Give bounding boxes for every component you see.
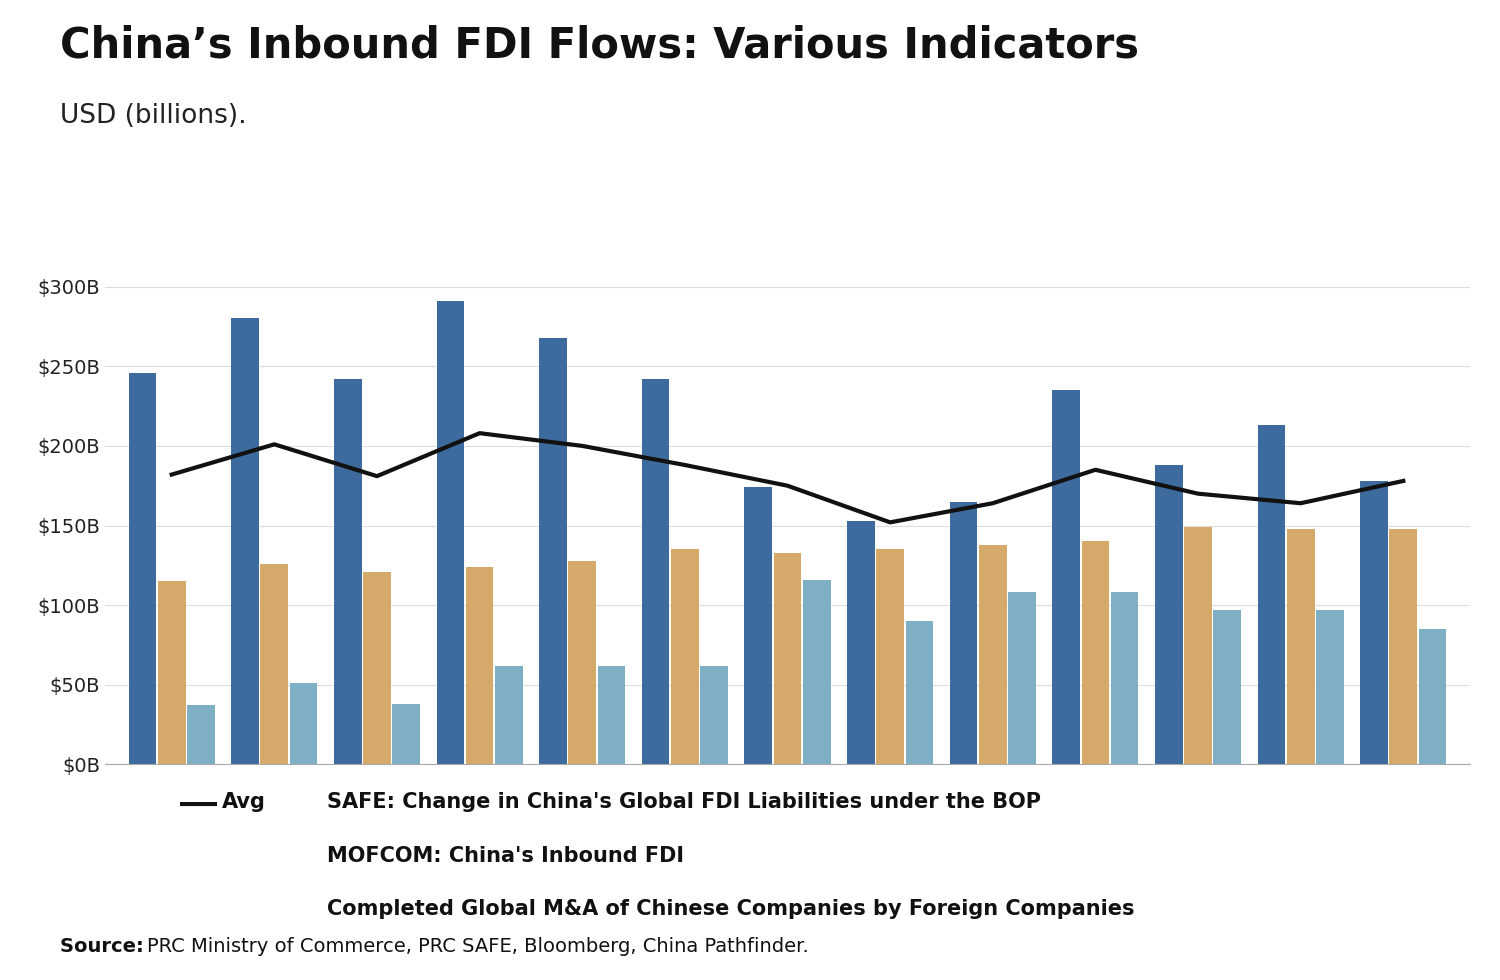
Text: China’s Inbound FDI Flows: Various Indicators: China’s Inbound FDI Flows: Various Indic…	[60, 24, 1138, 67]
Text: USD (billions).: USD (billions).	[60, 103, 246, 129]
Bar	[1287, 529, 1314, 764]
Bar	[847, 520, 874, 764]
Bar	[129, 372, 156, 764]
Bar	[1112, 592, 1138, 764]
Bar	[1053, 390, 1080, 764]
Bar	[1316, 610, 1344, 764]
Bar	[642, 379, 669, 764]
Bar	[334, 379, 362, 764]
Bar	[1419, 629, 1446, 764]
Bar	[393, 704, 420, 764]
Text: Completed Global M&A of Chinese Companies by Foreign Companies: Completed Global M&A of Chinese Companie…	[327, 900, 1134, 919]
Text: SAFE: Change in China's Global FDI Liabilities under the BOP: SAFE: Change in China's Global FDI Liabi…	[327, 792, 1041, 811]
Bar	[261, 564, 288, 764]
Bar	[1389, 529, 1417, 764]
Text: Source:: Source:	[60, 937, 150, 956]
Bar	[231, 318, 260, 764]
Bar	[158, 581, 186, 764]
Bar	[744, 487, 772, 764]
Bar	[1360, 481, 1388, 764]
Bar	[436, 301, 463, 764]
Bar	[290, 683, 318, 764]
Bar	[950, 502, 978, 764]
Bar	[568, 561, 596, 764]
Bar	[1155, 466, 1182, 764]
Bar	[906, 621, 933, 764]
Bar	[1008, 592, 1036, 764]
Bar	[465, 566, 494, 764]
Bar	[876, 550, 904, 764]
Bar	[1257, 425, 1286, 764]
Bar	[1184, 527, 1212, 764]
Bar	[700, 665, 727, 764]
Bar	[980, 545, 1006, 764]
Text: PRC Ministry of Commerce, PRC SAFE, Bloomberg, China Pathfinder.: PRC Ministry of Commerce, PRC SAFE, Bloo…	[147, 937, 809, 956]
Bar	[670, 550, 699, 764]
Bar	[1082, 541, 1108, 764]
Text: MOFCOM: China's Inbound FDI: MOFCOM: China's Inbound FDI	[327, 846, 684, 865]
Bar	[597, 665, 626, 764]
Bar	[802, 580, 831, 764]
Bar	[538, 337, 567, 764]
Bar	[774, 553, 801, 764]
Bar	[495, 665, 522, 764]
Text: Avg: Avg	[222, 792, 266, 811]
Bar	[363, 571, 392, 764]
Bar	[188, 706, 214, 764]
Bar	[1214, 610, 1240, 764]
